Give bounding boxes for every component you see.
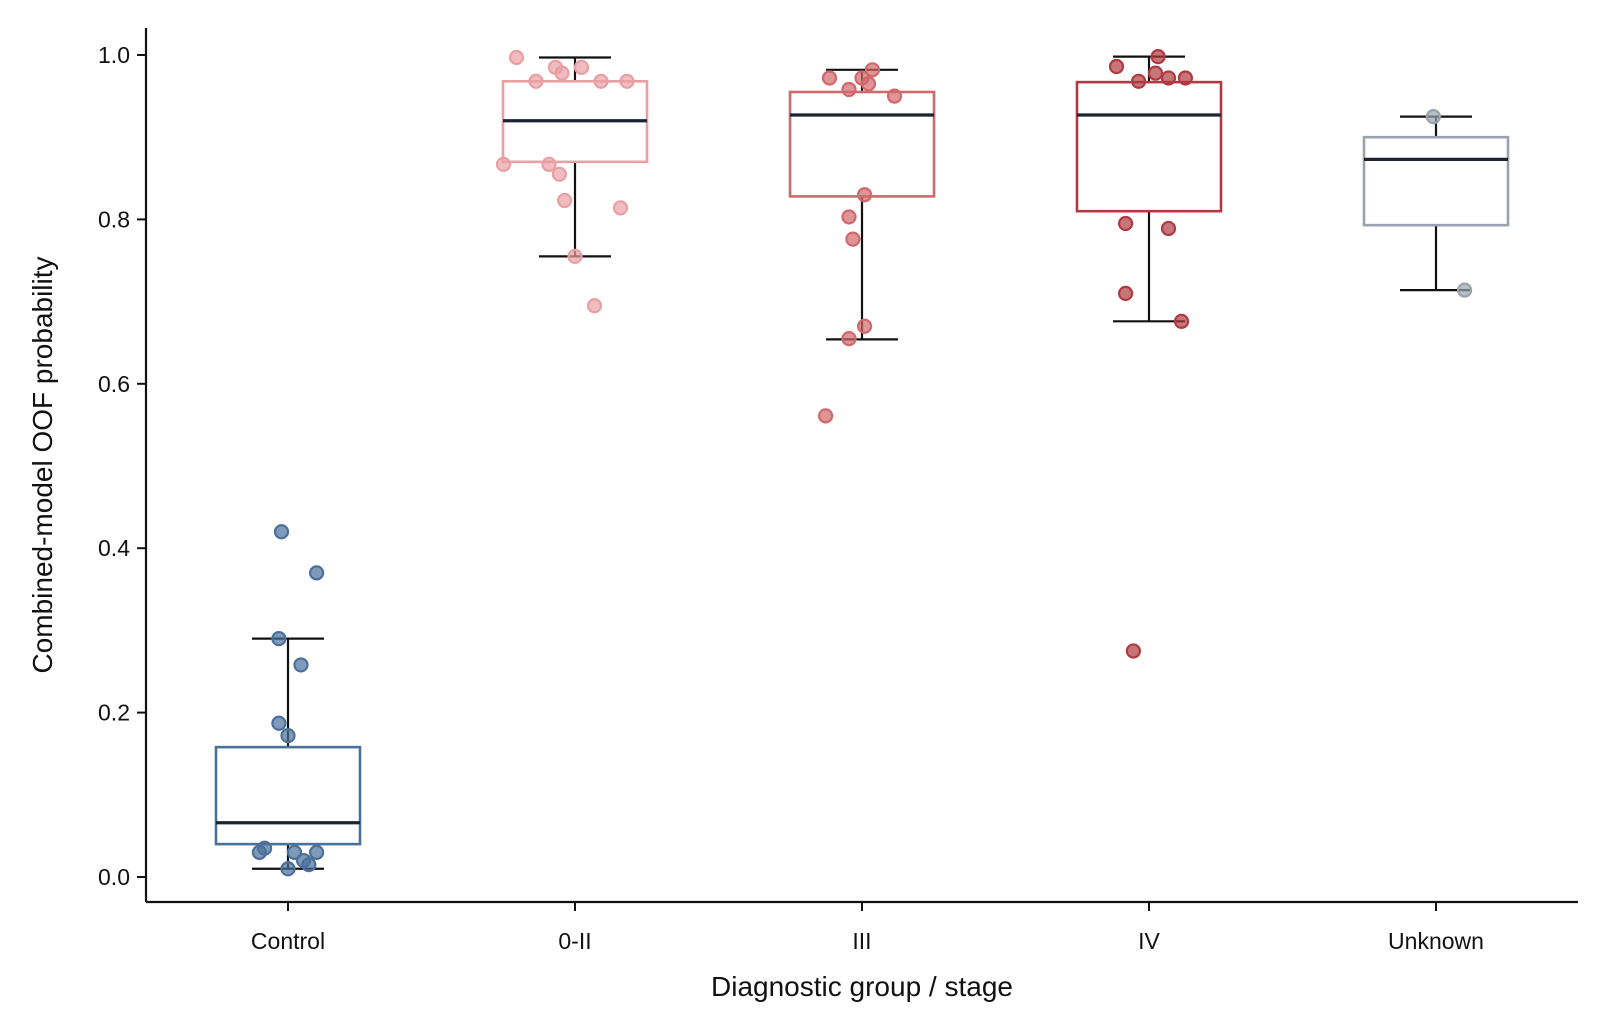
data-point: [886, 88, 903, 104]
data-point: [1147, 65, 1164, 81]
data-point: [301, 857, 317, 873]
data-point: [845, 231, 861, 247]
y-tick-label: 0.4: [98, 535, 130, 561]
data-point: [554, 65, 570, 81]
y-tick-label: 0.6: [98, 371, 130, 397]
y-axis: 0.0 0.2 0.4 0.6 0.8 1.0: [98, 28, 148, 902]
data-point: [293, 657, 309, 673]
data-point: [541, 156, 557, 172]
data-point: [860, 76, 877, 92]
data-point: [593, 73, 609, 89]
data-point: [551, 166, 568, 182]
box-group-iv: [1075, 49, 1223, 659]
x-axis-title: Diagnostic group / stage: [711, 971, 1013, 1002]
data-point: [1125, 643, 1142, 659]
data-point: [1456, 282, 1473, 298]
data-point: [1160, 220, 1177, 237]
data-point: [508, 49, 525, 66]
data-point: [841, 330, 857, 347]
box-group-iii: [788, 62, 936, 424]
data-point: [1117, 285, 1134, 301]
data-point: [619, 73, 635, 89]
data-point: [586, 298, 603, 314]
x-tick-label: IV: [1138, 928, 1160, 954]
data-point: [271, 631, 287, 647]
box-group-unknown: [1362, 109, 1510, 298]
y-tick-label: 0.2: [98, 700, 130, 726]
data-point: [856, 187, 873, 203]
data-point: [556, 192, 573, 209]
box-group-0-ii: [495, 49, 649, 314]
data-point: [271, 715, 287, 731]
data-point: [841, 81, 857, 98]
data-point: [273, 524, 290, 540]
data-point: [528, 73, 544, 89]
data-point: [286, 844, 303, 860]
data-point: [280, 861, 296, 877]
box: [214, 745, 362, 846]
data-point: [1108, 58, 1125, 75]
data-point: [1425, 109, 1442, 125]
y-tick-label: 0.8: [98, 206, 130, 232]
data-point: [280, 728, 296, 744]
data-point: [309, 844, 325, 860]
data-point: [856, 318, 873, 334]
data-point: [1150, 49, 1166, 65]
box-group-control: [214, 524, 362, 877]
y-tick-label: 1.0: [98, 42, 130, 68]
data-point: [495, 156, 512, 172]
data-point: [817, 408, 834, 424]
box: [1075, 80, 1223, 213]
box: [1362, 135, 1510, 227]
x-axis: Control 0-II III IV Unknown: [146, 900, 1578, 954]
data-point: [612, 200, 629, 216]
data-point: [864, 62, 881, 78]
data-point: [573, 59, 590, 75]
data-point: [1117, 215, 1134, 232]
plot-area: [214, 49, 1510, 877]
data-point: [1177, 70, 1194, 86]
y-axis-title: Combined-model OOF probability: [27, 256, 58, 673]
x-tick-label: Control: [251, 928, 325, 954]
x-tick-label: III: [852, 928, 871, 954]
y-tick-label: 0.0: [98, 864, 130, 890]
data-point: [821, 70, 838, 86]
data-point: [567, 248, 583, 264]
data-point: [309, 565, 325, 581]
data-point: [841, 209, 857, 225]
data-point: [1130, 73, 1147, 89]
box: [788, 90, 936, 198]
data-point: [1173, 313, 1190, 329]
data-point: [257, 840, 273, 856]
data-point: [1160, 70, 1177, 86]
x-tick-label: 0-II: [558, 928, 591, 954]
x-tick-label: Unknown: [1388, 928, 1484, 954]
